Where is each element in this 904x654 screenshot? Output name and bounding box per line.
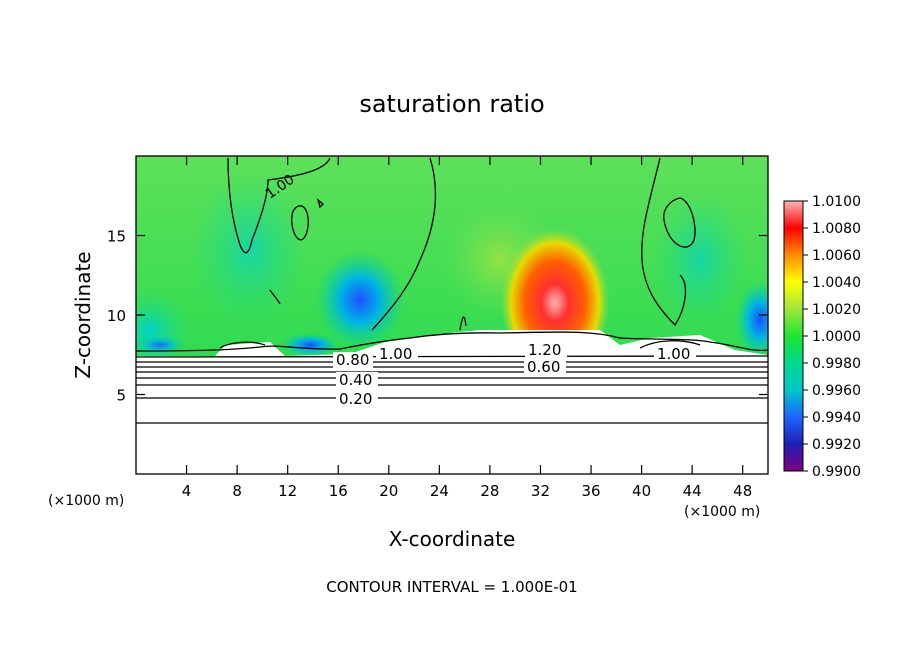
colorbar-label: 1.0060 [812,248,861,264]
colorbar-label: 0.9900 [812,464,861,480]
x-tick-label: 16 [329,482,348,500]
contour-label: 0.20 [339,390,372,408]
y-tick-label: 5 [116,387,126,405]
x-tick-label: 36 [581,482,600,500]
chart-title: saturation ratio [359,90,544,118]
colorbar-label: 1.0020 [812,302,861,318]
y-axis: 5 10 15 [107,228,768,405]
x-axis: 4 8 12 16 20 24 28 32 36 40 44 48 [182,156,752,500]
x-tick-label: 40 [632,482,651,500]
x-axis-unit-right: (×1000 m) [684,504,760,520]
x-tick-label: 48 [733,482,752,500]
heatmap-field [136,156,768,474]
colorbar-gradient [783,200,804,472]
contour-label: 1.00 [657,345,690,363]
x-tick-label: 20 [379,482,398,500]
x-tick-label: 32 [531,482,550,500]
x-tick-label: 12 [278,482,297,500]
x-tick-label: 44 [683,482,702,500]
x-tick-label: 4 [182,482,192,500]
y-tick-label: 15 [107,228,126,246]
x-axis-unit: (×1000 m) [48,493,124,509]
colorbar-label: 0.9980 [812,356,861,372]
colorbar-label: 0.9920 [812,437,861,453]
colorbar-label: 0.9940 [812,410,861,426]
colorbar-label: 1.0000 [812,329,861,345]
contour-label: 1.00 [379,345,412,363]
x-axis-label: X-coordinate [389,527,516,551]
contour-label: 1.20 [528,341,561,359]
colorbar-label: 0.9960 [812,383,861,399]
colorbar: 1.0100 1.0080 1.0060 1.0040 1.0020 1.0000 0.99… [783,194,861,480]
x-tick-label: 24 [430,482,449,500]
contour-label: 0.40 [339,371,372,389]
x-tick-label: 28 [480,482,499,500]
x-tick-label: 8 [232,482,242,500]
y-axis-label: Z-coordinate [71,251,95,378]
contour-label: 0.60 [527,358,560,376]
colorbar-label: 1.0080 [812,221,861,237]
colorbar-label: 1.0100 [812,194,861,210]
contour-label: 0.80 [336,351,369,369]
y-tick-label: 10 [107,307,126,325]
contour-interval-note: CONTOUR INTERVAL = 1.000E-01 [326,578,577,596]
colorbar-label: 1.0040 [812,275,861,291]
